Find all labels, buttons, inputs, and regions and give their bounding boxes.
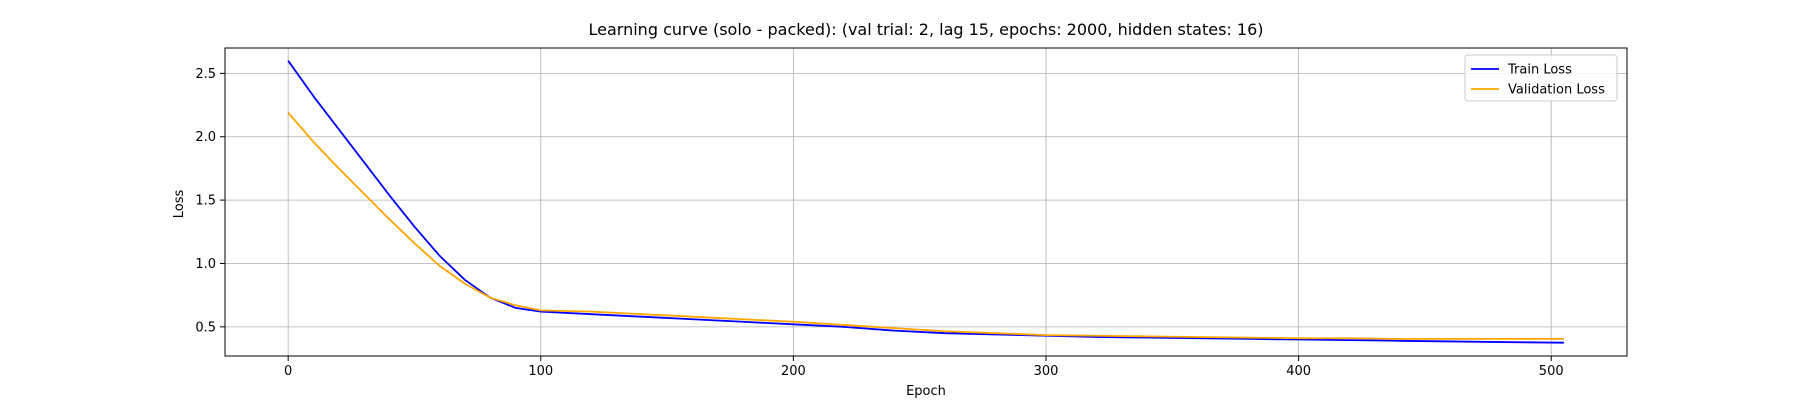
train-loss-line — [287, 60, 1564, 344]
series-lines — [287, 60, 1564, 344]
y-tick-label: 2.5 — [195, 67, 216, 82]
chart-title: Learning curve (solo - packed): (val tri… — [589, 20, 1264, 39]
plot-frame — [224, 47, 1628, 357]
x-tick-label: 100 — [528, 364, 553, 379]
x-tick-label: 300 — [1034, 364, 1059, 379]
x-tick-label: 0 — [284, 364, 292, 379]
legend: Train Loss Validation Loss — [1464, 54, 1618, 102]
x-tick-label: 500 — [1539, 364, 1564, 379]
y-tick-label: 2.0 — [195, 130, 216, 145]
legend-box — [1464, 54, 1618, 102]
ticks: 0 100 200 300 400 500 0.5 1.0 1.5 2.0 2.5 — [195, 67, 1563, 379]
x-axis-label: Epoch — [906, 384, 946, 399]
x-tick-label: 200 — [781, 364, 806, 379]
y-axis-label: Loss — [172, 190, 187, 219]
legend-train-label: Train Loss — [1507, 63, 1572, 78]
legend-validation-label: Validation Loss — [1508, 83, 1605, 98]
y-tick-label: 1.0 — [195, 257, 216, 272]
y-tick-label: 1.5 — [195, 194, 216, 209]
x-tick-label: 400 — [1286, 364, 1311, 379]
y-tick-label: 0.5 — [195, 320, 216, 335]
validation-loss-line — [287, 112, 1564, 340]
grid — [225, 48, 1627, 356]
